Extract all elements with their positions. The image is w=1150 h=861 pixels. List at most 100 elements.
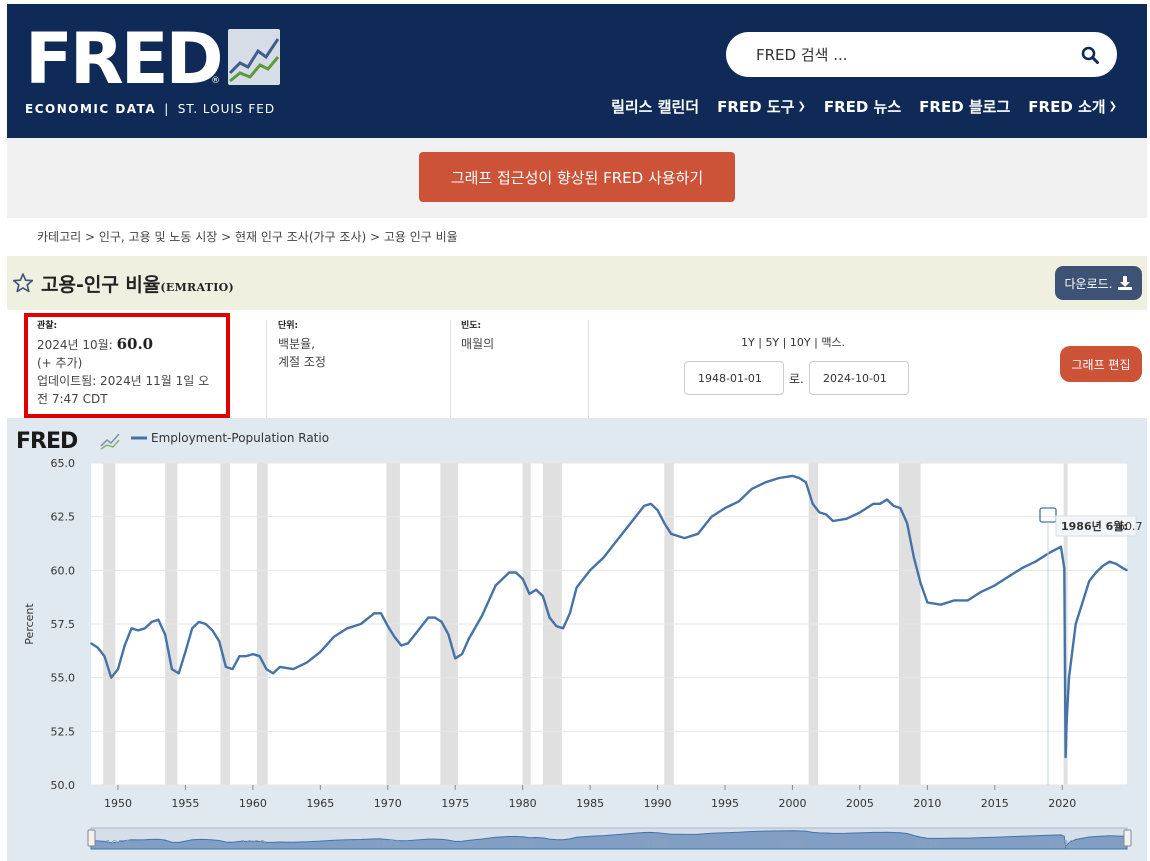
y-tick-label: 52.5 — [51, 725, 76, 738]
data-point — [1095, 571, 1097, 574]
x-tick-label: 1950 — [104, 797, 132, 810]
data-point — [589, 569, 591, 572]
frequency-panel: 빈도: 매월의 — [461, 320, 494, 353]
search-icon[interactable] — [1081, 46, 1099, 64]
data-point — [218, 640, 220, 642]
data-point — [245, 655, 247, 657]
range-max[interactable]: 맥스. — [821, 336, 846, 349]
data-point — [562, 627, 564, 630]
data-point — [535, 588, 537, 591]
tooltip-box — [1055, 515, 1137, 537]
y-tick-label: 60.0 — [51, 564, 76, 577]
star-icon[interactable] — [12, 272, 34, 294]
range-slider-handle[interactable] — [1123, 829, 1132, 847]
data-point — [137, 629, 139, 632]
data-point — [117, 668, 119, 670]
data-point — [886, 498, 888, 501]
divider — [266, 320, 267, 418]
data-point — [333, 636, 335, 638]
main-nav: 릴리스 캘린더 FRED 도구 ❯ FRED 뉴스 FRED 블로그 FRED 소… — [611, 96, 1117, 117]
chevron-down-icon: ❯ — [797, 101, 806, 112]
range-sep: | — [782, 336, 787, 349]
data-point — [164, 633, 166, 636]
data-point — [494, 584, 497, 587]
data-point — [157, 618, 160, 621]
nav-fred-news[interactable]: FRED 뉴스 — [824, 96, 901, 117]
frequency-value: 매월의 — [461, 337, 495, 351]
fred-logo[interactable]: FRED ® ECONOMIC DATA | ST. LOUIS FED — [23, 24, 293, 116]
logo-wordmark: FRED — [25, 18, 224, 100]
frequency-label: 빈도: — [461, 321, 482, 331]
date-to-input[interactable]: 2024-10-01 — [809, 361, 909, 395]
line-chart[interactable]: 65.0 62.5 60.0 57.5 55.0 52.5 50.0 1950 1955 1960… — [7, 418, 1147, 861]
data-point — [231, 668, 234, 670]
nav-label: FRED 뉴스 — [823, 98, 902, 116]
data-point — [144, 627, 146, 630]
breadcrumb[interactable]: 카테고리 > 인구, 고용 및 노동 시장 > 현재 인구 조사(가구 조사) … — [37, 230, 458, 244]
y-axis-label: Percent — [23, 603, 36, 645]
range-slider-handle[interactable] — [87, 829, 96, 847]
series-code: (EMRATIO) — [160, 281, 235, 294]
data-point — [913, 556, 915, 559]
y-tick-label: 65.0 — [51, 457, 76, 470]
data-point — [670, 533, 672, 535]
nav-fred-blog[interactable]: FRED 블로그 — [919, 96, 1010, 117]
range-slider-year: 1990 — [645, 839, 670, 850]
data-point — [629, 522, 632, 524]
observation-more-link[interactable]: (+ 추가) — [37, 356, 83, 370]
date-from-input[interactable]: 1948-01-01 — [684, 361, 784, 395]
data-point — [508, 571, 511, 574]
search-input[interactable] — [756, 32, 1076, 77]
accessible-graph-button[interactable]: 그래프 접근성이 향상된 FRED 사용하기 — [419, 152, 735, 202]
x-tick-label: 1960 — [239, 797, 267, 810]
tooltip-label: 1986년 6월: — [1061, 519, 1128, 533]
data-point — [204, 623, 207, 625]
data-point — [461, 653, 463, 655]
nav-fred-tools[interactable]: FRED 도구 ❯ — [717, 96, 806, 117]
observation-line: 2024년 10월: 60.0 — [37, 335, 217, 354]
data-point — [805, 481, 807, 484]
date-to-label: 로. — [789, 372, 804, 386]
data-point — [1115, 563, 1117, 565]
nav-about-fred[interactable]: FRED 소개 ❯ — [1028, 96, 1117, 117]
data-point — [1068, 676, 1070, 679]
data-point — [346, 627, 349, 630]
nav-release-calendar[interactable]: 릴리스 캘린더 — [611, 96, 699, 117]
data-point — [548, 616, 551, 619]
units-label: 단위: — [278, 321, 299, 331]
data-point — [899, 507, 902, 509]
data-point — [643, 505, 645, 507]
data-point — [1108, 560, 1111, 563]
x-tick-label: 1970 — [374, 797, 402, 810]
data-point — [191, 627, 193, 630]
x-tick-label: 1955 — [171, 797, 199, 810]
registered-mark: ® — [211, 76, 220, 86]
y-tick-label: 50.0 — [51, 779, 76, 792]
divider — [588, 320, 589, 418]
range-slider-year: 2000 — [780, 839, 805, 850]
data-point — [515, 571, 517, 574]
search-box — [726, 32, 1117, 77]
edit-graph-button[interactable]: 그래프 편집 — [1060, 346, 1142, 382]
x-tick-label: 1975 — [441, 797, 469, 810]
chevron-down-icon: ❯ — [1108, 101, 1117, 112]
data-point — [292, 668, 295, 670]
range-5y[interactable]: 5Y — [765, 336, 780, 349]
data-point — [575, 586, 578, 589]
data-point — [238, 655, 241, 657]
chart-logo-icon — [100, 433, 120, 447]
data-point — [967, 599, 969, 602]
data-point — [265, 668, 268, 670]
download-button[interactable]: 다운로드. — [1055, 266, 1142, 300]
range-10y[interactable]: 10Y — [789, 336, 811, 349]
data-point — [602, 556, 605, 559]
data-point — [980, 591, 983, 593]
range-slider-year: 1970 — [375, 839, 400, 850]
range-sep: | — [758, 336, 762, 349]
data-point — [953, 599, 956, 602]
logo-chart-icon — [228, 29, 280, 85]
data-point — [832, 520, 834, 522]
data-point — [569, 612, 571, 615]
range-1y[interactable]: 1Y — [741, 336, 755, 349]
data-point — [656, 509, 659, 511]
